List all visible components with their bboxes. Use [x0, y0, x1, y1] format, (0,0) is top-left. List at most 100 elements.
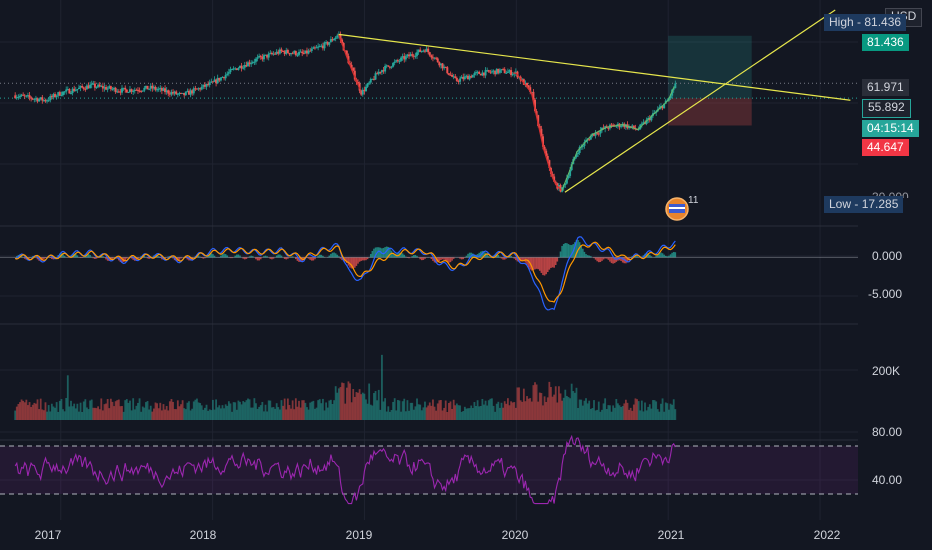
volume-bar	[23, 402, 26, 420]
volume-bar	[140, 411, 143, 420]
candle-body	[387, 65, 390, 67]
candle-body	[479, 74, 482, 76]
volume-bar	[293, 409, 296, 420]
volume-bar	[282, 405, 284, 420]
macd-axis-label: 0.000	[872, 249, 903, 263]
volume-bar	[432, 399, 434, 420]
candle-body	[157, 88, 160, 90]
candle-body	[400, 57, 403, 61]
candle-body	[178, 92, 181, 94]
volume-bar	[487, 400, 490, 420]
candle-body	[223, 76, 226, 79]
candle-body	[663, 103, 666, 109]
volume-bar	[20, 399, 23, 420]
volume-bar	[197, 402, 200, 420]
volume-bar	[505, 403, 508, 420]
volume-bar	[379, 409, 382, 420]
candle-body	[239, 65, 242, 69]
volume-bar	[235, 409, 238, 420]
volume-bar	[462, 411, 465, 420]
candle-body	[441, 63, 444, 69]
candle-body	[39, 97, 42, 100]
candle-body	[495, 68, 498, 75]
candle-body	[533, 99, 536, 112]
candle-body	[385, 65, 388, 67]
volume-bar	[55, 402, 58, 420]
volume-bar	[70, 400, 72, 420]
candle-body	[361, 89, 364, 95]
target-price-tag: 81.436	[862, 34, 909, 51]
candle-body	[313, 47, 316, 49]
volume-bar	[409, 402, 412, 420]
volume-bar	[46, 411, 48, 420]
candle-body	[146, 85, 149, 90]
volume-bar	[121, 406, 123, 420]
volume-bar	[86, 407, 88, 420]
volume-bar	[388, 411, 391, 420]
volume-bar	[521, 401, 524, 420]
volume-bar	[98, 409, 101, 420]
candle-body	[473, 73, 476, 76]
volume-bar	[522, 388, 525, 420]
volume-bar	[242, 401, 245, 420]
candle-body	[264, 54, 267, 56]
volume-bar	[669, 403, 672, 420]
volume-bar	[377, 389, 380, 420]
volume-bar	[309, 402, 312, 420]
candle-body	[616, 123, 619, 126]
candle-body	[395, 60, 398, 62]
volume-bar	[381, 354, 383, 420]
volume-bar	[580, 399, 583, 420]
volume-bar	[30, 407, 33, 420]
candle-body	[600, 127, 603, 131]
volume-bar	[320, 403, 323, 420]
volume-bar	[484, 400, 487, 420]
volume-bar	[414, 406, 417, 420]
volume-bar	[629, 407, 632, 420]
volume-bar	[68, 406, 71, 420]
position-zone[interactable]	[0, 35, 858, 126]
volume-bar	[240, 404, 243, 420]
candle-body	[431, 57, 434, 59]
volume-bar	[226, 405, 229, 420]
event-badge[interactable]: 11	[665, 195, 699, 221]
volume-bar	[194, 399, 197, 420]
candle-body	[248, 62, 251, 65]
candle-body	[87, 85, 90, 89]
rsi-axis-label: 40.00	[872, 473, 903, 487]
volume-bar	[339, 387, 342, 420]
candle-body	[15, 97, 18, 99]
volume-bar	[117, 399, 120, 420]
volume-bar	[640, 400, 643, 420]
candle-body	[152, 86, 155, 89]
candle-body	[500, 69, 503, 71]
trendlines[interactable]	[338, 9, 851, 193]
volume-bar	[387, 406, 390, 420]
candle-body	[305, 50, 308, 54]
candle-body	[637, 129, 640, 131]
candle-body	[331, 39, 334, 41]
volume-bar	[613, 407, 616, 420]
volume-bar	[444, 400, 447, 420]
candle-body	[457, 80, 460, 82]
candle-body	[444, 66, 447, 68]
volume-bar	[94, 407, 96, 420]
low-tag: Low - 17.285	[824, 196, 904, 213]
volume-bar	[35, 403, 37, 420]
volume-bar	[438, 400, 441, 420]
candle-body	[449, 74, 452, 76]
candle-body	[379, 71, 382, 73]
volume-bar	[618, 405, 621, 420]
volume-bar	[253, 398, 256, 420]
volume-bar	[283, 398, 286, 420]
volume-bar	[63, 411, 66, 420]
candle-body	[446, 67, 449, 74]
volume-bar	[87, 409, 90, 420]
volume-bar	[550, 387, 552, 420]
volume-bar	[14, 410, 17, 420]
volume-bar	[500, 402, 503, 420]
volume-bar	[620, 407, 623, 420]
volume-bar	[529, 398, 532, 420]
candle-body	[69, 93, 72, 95]
